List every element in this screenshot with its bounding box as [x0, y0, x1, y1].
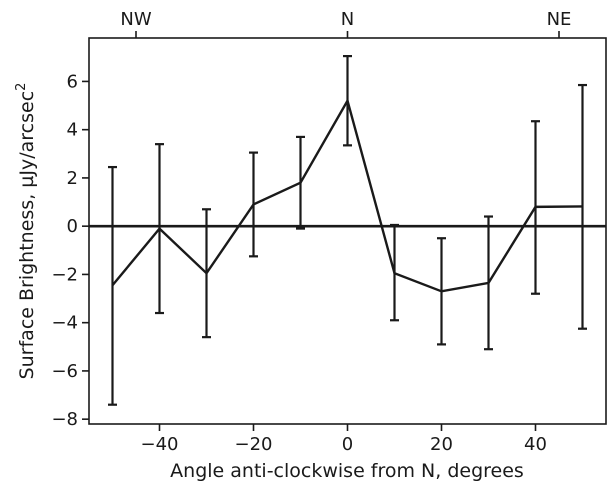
y-tick-label: 6 [67, 71, 78, 92]
series-line [111, 97, 583, 293]
y-tick-label: 2 [67, 168, 78, 189]
x-tick-label: 40 [524, 434, 547, 455]
y-axis-label-text: Surface Brightness, µJy/arcsec [16, 91, 38, 380]
y-axis-label-superscript: 2 [14, 83, 29, 91]
x-tick-label: −20 [235, 434, 273, 455]
y-axis-label: Surface Brightness, µJy/arcsec2 [14, 83, 38, 380]
y-tick-label: 0 [67, 216, 78, 237]
x-tick-label: −40 [141, 434, 179, 455]
y-tick-label: 4 [67, 120, 78, 141]
y-tick-label: −8 [51, 409, 78, 430]
top-tick-label: NE [547, 9, 572, 30]
y-tick-label: −2 [51, 264, 78, 285]
y-tick-label: −4 [51, 313, 78, 334]
x-tick-label: 20 [430, 434, 453, 455]
y-tick-label: −6 [51, 361, 78, 382]
top-tick-label: N [341, 9, 354, 30]
x-tick-label: 0 [342, 434, 353, 455]
top-tick-label: NW [120, 9, 151, 30]
x-axis-label: Angle anti-clockwise from N, degrees [170, 460, 524, 482]
